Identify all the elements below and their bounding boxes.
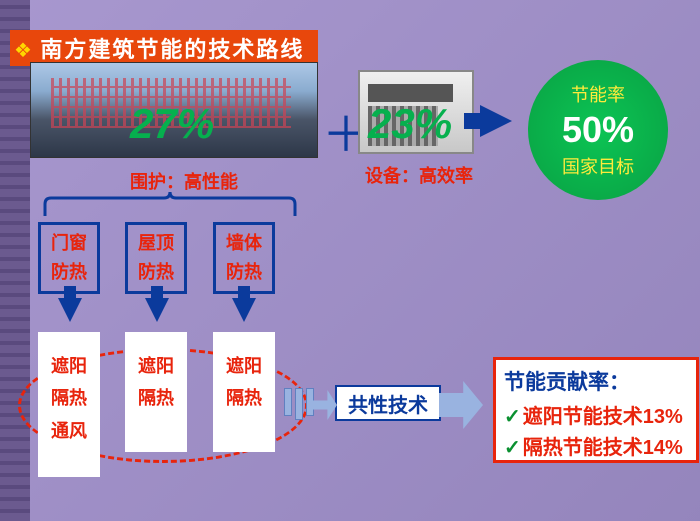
- bars-icon: [284, 388, 314, 420]
- common-tech-box: 共性技术: [335, 385, 441, 421]
- box-text: 门窗: [51, 229, 87, 258]
- box-text: 遮阳: [226, 350, 262, 382]
- box-text: 防热: [51, 258, 87, 287]
- box-text: 隔热: [138, 382, 174, 414]
- left-wall-texture: [0, 0, 30, 521]
- box-text: 通风: [51, 415, 87, 447]
- contribution-header: 节能贡献率：: [504, 366, 688, 396]
- box-text: 隔热: [51, 382, 87, 414]
- title-bar: ❖ 南方建筑节能的技术路线: [10, 30, 318, 66]
- arrow-right-icon: [480, 105, 512, 137]
- tech-box-b: 遮阳 隔热: [125, 332, 187, 452]
- arrow-down-icon: [145, 298, 169, 322]
- box-text: 防热: [226, 258, 262, 287]
- box-roof: 屋顶 防热: [125, 222, 187, 294]
- box-text: 屋顶: [138, 229, 174, 258]
- box-text: 遮阳: [138, 350, 174, 382]
- box-text: 遮阳: [51, 350, 87, 382]
- arrow-down-icon: [58, 298, 82, 322]
- building-percent: 27%: [130, 100, 214, 148]
- bracket-icon: [40, 190, 300, 218]
- result-circle: 节能率 50% 国家目标: [528, 60, 668, 200]
- common-tech-label: 共性技术: [348, 389, 428, 418]
- equipment-label: 设备：高效率: [365, 162, 473, 188]
- equipment-percent: 23%: [368, 100, 452, 148]
- check-icon: ✓: [504, 437, 521, 459]
- circle-value: 50%: [562, 109, 634, 151]
- circle-label-1: 节能率: [571, 81, 625, 107]
- check-icon: ✓: [504, 406, 521, 428]
- box-wall: 墙体 防热: [213, 222, 275, 294]
- box-text: 隔热: [226, 382, 262, 414]
- contribution-item-2: ✓隔热节能技术14%: [504, 431, 688, 460]
- title-arrow-icon: ❖: [14, 40, 32, 62]
- circle-label-2: 国家目标: [562, 153, 634, 179]
- tech-box-c: 遮阳 隔热: [213, 332, 275, 452]
- box-window: 门窗 防热: [38, 222, 100, 294]
- contribution-panel: 节能贡献率： ✓遮阳节能技术13% ✓隔热节能技术14%: [493, 357, 699, 463]
- tech-box-a: 遮阳 隔热 通风: [38, 332, 100, 477]
- box-text: 防热: [138, 258, 174, 287]
- arrow-down-icon: [232, 298, 256, 322]
- page-title: 南方建筑节能的技术路线: [40, 37, 304, 62]
- contribution-item-1: ✓遮阳节能技术13%: [504, 400, 688, 429]
- box-text: 墙体: [226, 229, 262, 258]
